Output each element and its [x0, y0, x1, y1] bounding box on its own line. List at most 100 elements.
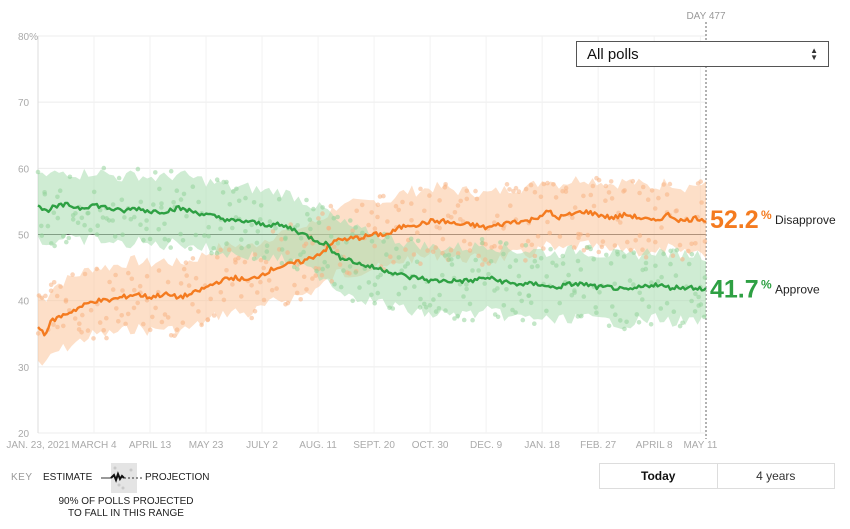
poll-dot-disapprove: [553, 195, 559, 200]
poll-dot-disapprove: [664, 192, 670, 197]
y-tick-label: 30: [18, 363, 30, 374]
poll-dot-approve: [636, 320, 642, 325]
poll-dot-approve: [443, 308, 448, 313]
poll-dot-approve: [473, 257, 479, 263]
poll-dot-approve: [446, 252, 452, 258]
poll-dot-disapprove: [137, 283, 143, 289]
poll-dot-approve: [482, 281, 488, 286]
poll-dot-disapprove: [294, 290, 300, 296]
poll-dot-approve: [273, 225, 278, 231]
range-4-years-button[interactable]: 4 years: [716, 464, 834, 488]
poll-dot-disapprove: [77, 321, 82, 327]
poll-dot-disapprove: [120, 288, 125, 293]
poll-dot-approve: [455, 254, 461, 260]
poll-dot-approve: [440, 272, 445, 278]
poll-dot-disapprove: [581, 248, 587, 253]
poll-dot-disapprove: [492, 220, 497, 225]
poll-filter-select[interactable]: All polls ▲ ▼: [576, 41, 829, 67]
poll-dot-disapprove: [532, 253, 538, 259]
poll-dot-disapprove: [516, 189, 522, 194]
poll-dot-approve: [519, 298, 524, 304]
poll-dot-approve: [436, 306, 442, 311]
poll-dot-disapprove: [637, 233, 643, 238]
x-tick-label: JAN. 23, 2021: [6, 440, 70, 451]
poll-dot-approve: [73, 211, 78, 216]
poll-dot-approve: [110, 218, 115, 223]
poll-dot-disapprove: [425, 248, 430, 253]
poll-dot-disapprove: [464, 196, 470, 202]
poll-dot-disapprove: [581, 193, 586, 199]
poll-dot-approve: [526, 293, 532, 298]
poll-dot-disapprove: [258, 279, 263, 285]
poll-dot-approve: [513, 310, 518, 315]
poll-dot-approve: [415, 238, 421, 244]
poll-filter-value: All polls: [587, 45, 639, 63]
poll-dot-disapprove: [135, 300, 140, 306]
poll-dot-disapprove: [55, 324, 60, 330]
poll-dot-disapprove: [652, 206, 658, 211]
poll-dot-approve: [405, 261, 411, 266]
poll-dot-approve: [544, 274, 549, 279]
poll-dot-disapprove: [437, 198, 442, 203]
poll-dot-approve: [523, 243, 529, 248]
poll-dot-disapprove: [588, 192, 594, 198]
poll-dot-approve: [128, 216, 134, 222]
poll-dot-approve: [214, 177, 220, 182]
poll-dot-approve: [627, 278, 633, 283]
poll-dot-disapprove: [519, 243, 525, 248]
poll-dot-disapprove: [541, 246, 546, 251]
poll-dot-approve: [283, 235, 288, 241]
poll-dot-approve: [353, 225, 358, 230]
x-tick-label: JULY 2: [246, 440, 278, 451]
poll-dot-disapprove: [252, 252, 258, 257]
poll-dot-approve: [423, 305, 429, 310]
poll-dot-approve: [394, 246, 399, 252]
poll-dot-disapprove: [107, 279, 112, 285]
poll-dot-approve: [470, 268, 475, 273]
poll-dot-approve: [94, 232, 100, 237]
x-tick-label: SEPT. 20: [353, 440, 395, 451]
poll-dot-approve: [174, 188, 180, 193]
poll-dot-disapprove: [88, 307, 94, 313]
range-today-button[interactable]: Today: [600, 464, 717, 488]
poll-dot-approve: [384, 252, 389, 257]
poll-dot-approve: [188, 246, 193, 252]
poll-dot-disapprove: [508, 203, 513, 208]
poll-dot-disapprove: [249, 283, 254, 288]
poll-dot-approve: [347, 264, 353, 269]
poll-dot-disapprove: [656, 195, 661, 201]
poll-dot-approve: [251, 200, 257, 205]
poll-dot-approve: [320, 205, 325, 210]
poll-dot-disapprove: [221, 297, 227, 303]
poll-dot-disapprove: [578, 232, 583, 237]
poll-dot-approve: [230, 225, 235, 231]
poll-dot-disapprove: [310, 241, 315, 246]
poll-dot-approve: [220, 190, 226, 195]
poll-dot-disapprove: [369, 210, 375, 215]
poll-dot-disapprove: [359, 202, 365, 208]
poll-dot-disapprove: [482, 257, 488, 262]
poll-dot-approve: [664, 300, 670, 306]
poll-dot-approve: [311, 206, 316, 212]
poll-dot-approve: [538, 255, 544, 261]
poll-dot-approve: [156, 227, 161, 232]
poll-dot-approve: [476, 268, 481, 273]
poll-dot-approve: [357, 285, 362, 290]
poll-dot-disapprove: [147, 327, 153, 333]
poll-dot-disapprove: [686, 248, 691, 254]
poll-dot-disapprove: [400, 199, 405, 205]
poll-dot-disapprove: [633, 238, 638, 243]
poll-dot-disapprove: [184, 273, 189, 278]
poll-dot-approve: [255, 229, 261, 234]
poll-dot-approve: [581, 294, 587, 299]
poll-dot-disapprove: [242, 259, 248, 265]
poll-dot-approve: [335, 214, 340, 220]
poll-dot-disapprove: [385, 219, 390, 224]
poll-dot-disapprove: [381, 193, 386, 199]
poll-dot-disapprove: [279, 237, 284, 242]
poll-dot-approve: [486, 271, 491, 277]
poll-dot-disapprove: [196, 309, 201, 314]
poll-dot-disapprove: [249, 315, 254, 321]
poll-dot-approve: [106, 218, 112, 223]
